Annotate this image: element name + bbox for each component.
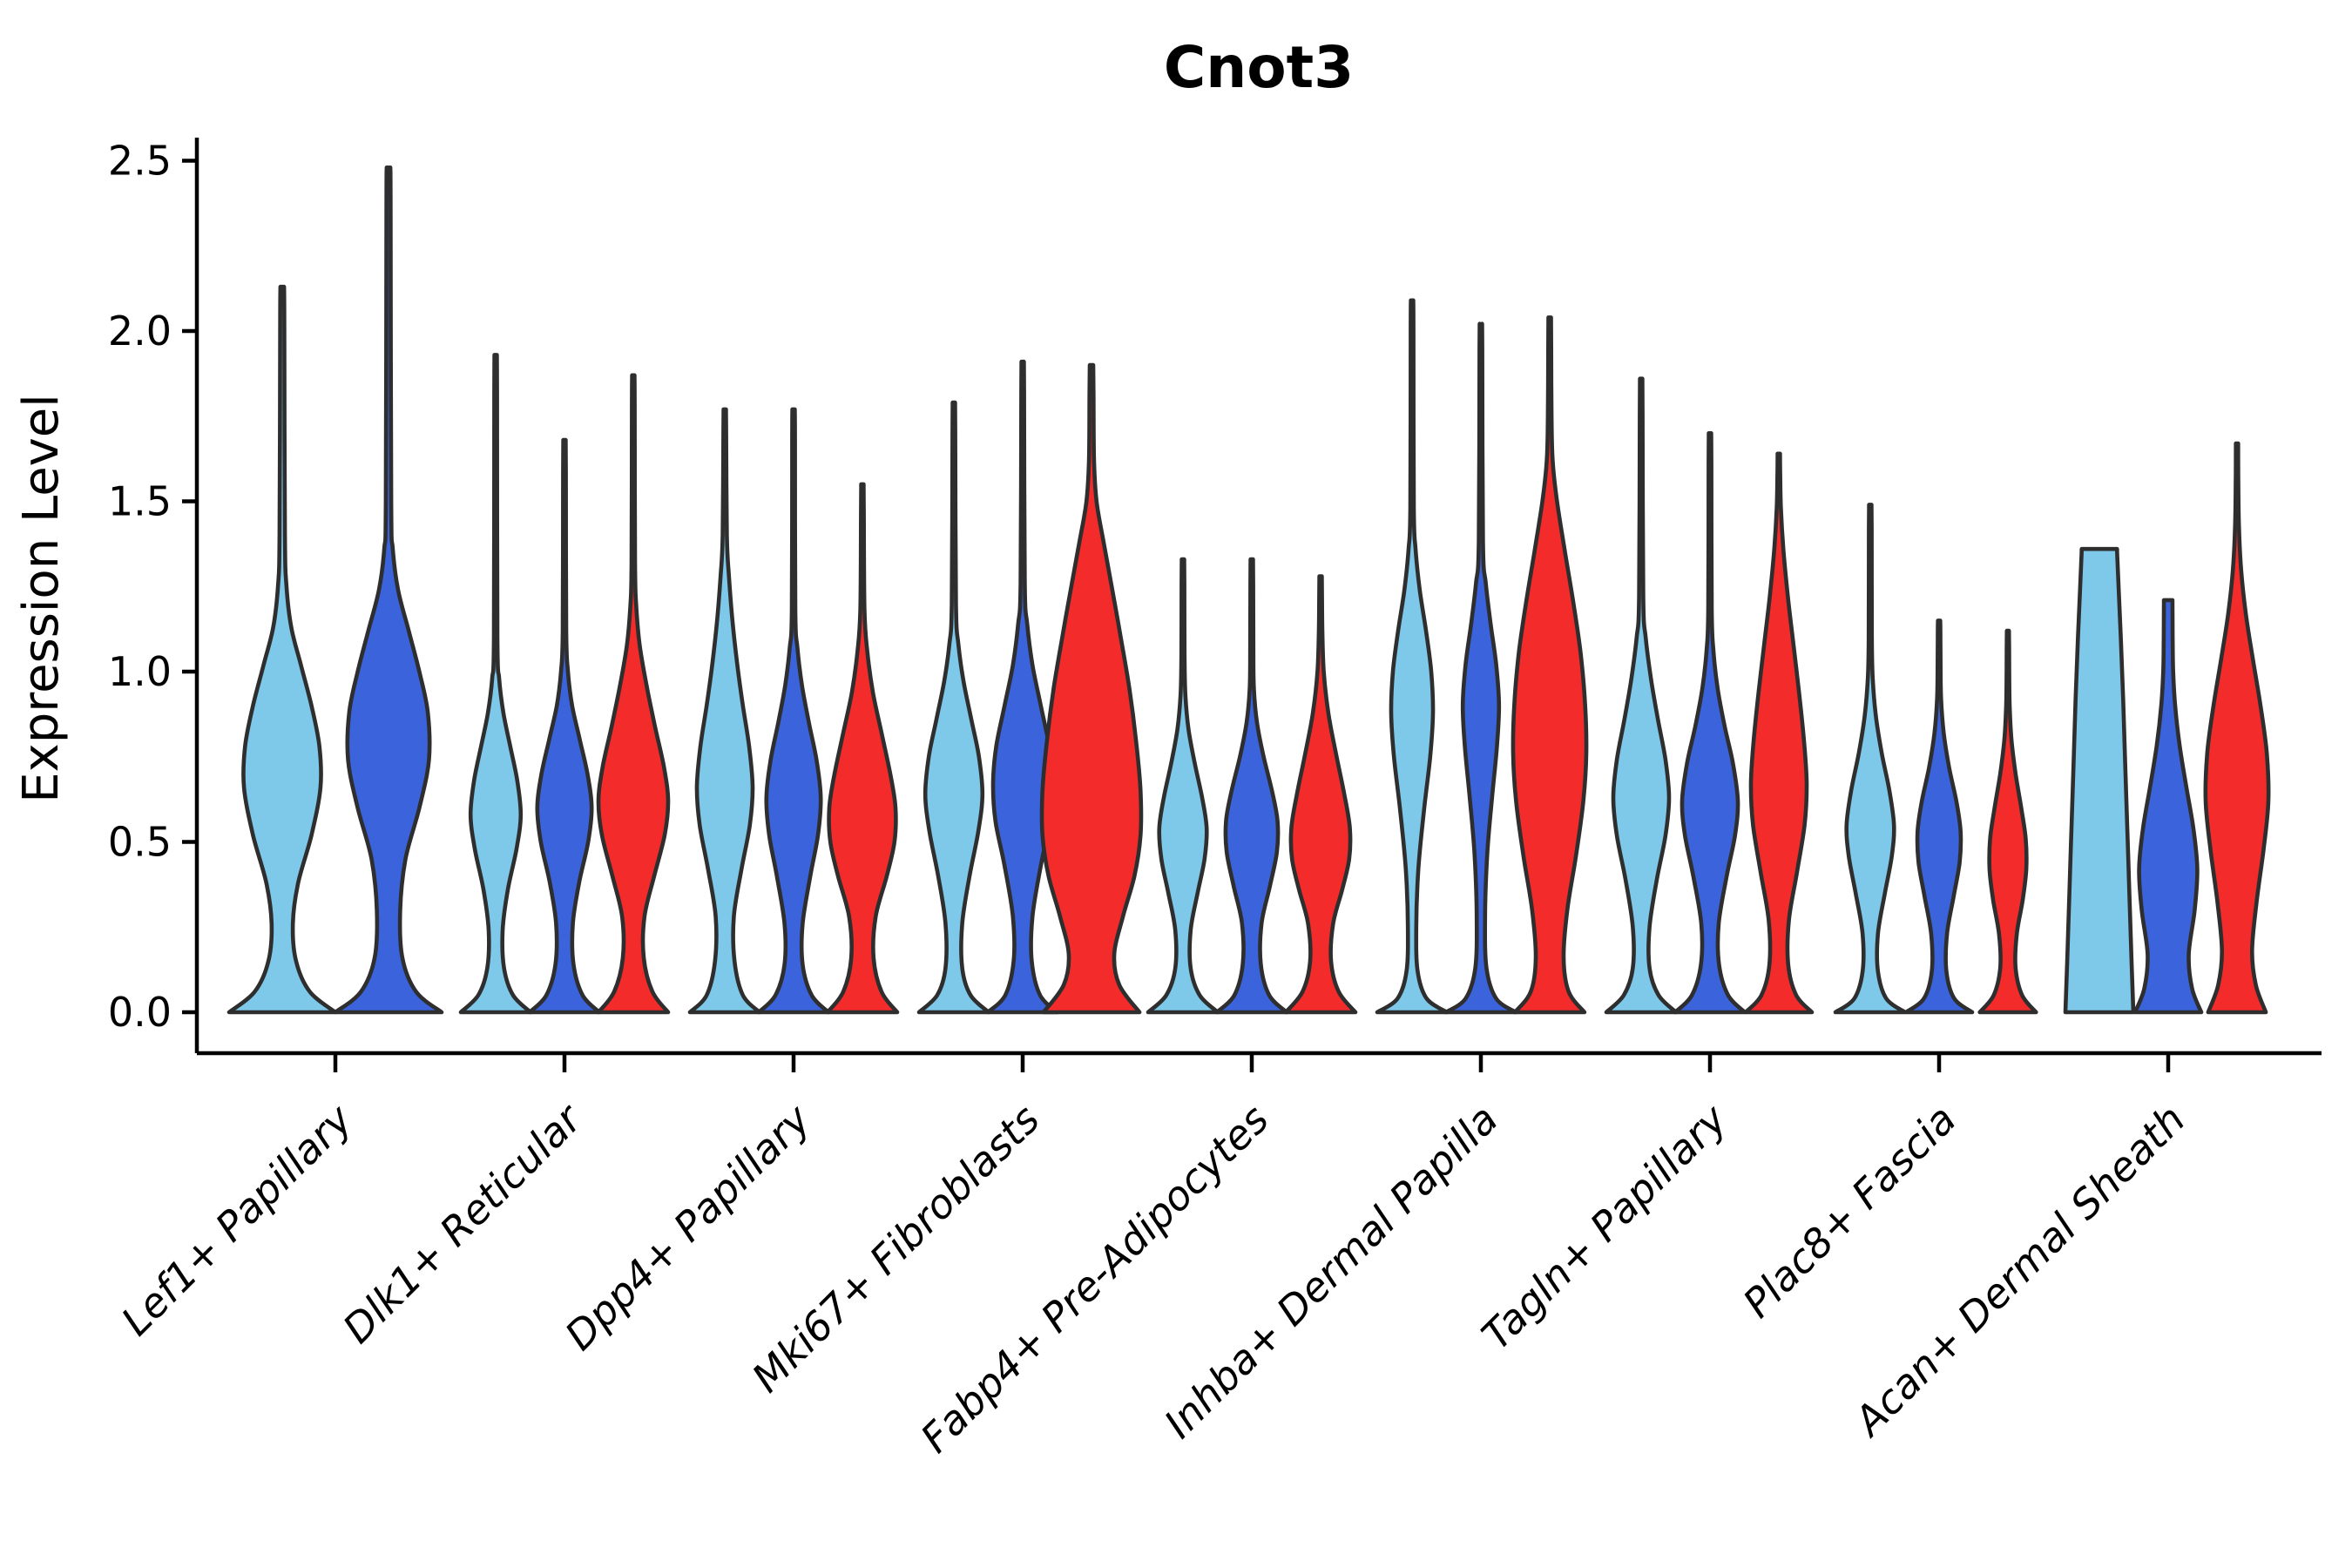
x-tick-label-3: Dpp4+ Papillary	[556, 1095, 820, 1359]
violin-4-lightblue	[916, 400, 991, 1015]
y-tick-label: 1.5	[108, 478, 172, 525]
violin-7-lightblue	[1604, 376, 1679, 1015]
violin-5-lightblue	[1146, 557, 1220, 1015]
violins-layer	[226, 166, 2271, 1015]
y-tick-label: 1.0	[108, 648, 172, 695]
violin-9-red	[2203, 441, 2271, 1015]
violin-6-lightblue	[1375, 298, 1450, 1015]
violin-7-blue	[1673, 431, 1747, 1015]
violin-6-red	[1511, 315, 1589, 1015]
violin-6-blue	[1443, 321, 1518, 1015]
x-tick-label-8: Plac8+ Fascia	[1734, 1096, 1964, 1327]
violin-2-lightblue	[458, 353, 533, 1015]
violin-5-blue	[1214, 557, 1289, 1015]
y-tick-label: 2.0	[108, 308, 172, 355]
x-tick-label-7: Tagln+ Papillary	[1472, 1095, 1736, 1359]
violin-3-lightblue	[687, 407, 762, 1015]
violin-3-red	[825, 482, 900, 1015]
violin-3-blue	[756, 407, 831, 1015]
violin-1-blue	[333, 166, 444, 1015]
violin-4-blue	[985, 359, 1060, 1015]
y-tick-label: 0.0	[108, 989, 172, 1036]
violin-9-lightblue	[2063, 546, 2136, 1015]
violin-4-red	[1039, 362, 1144, 1015]
violin-5-red	[1283, 574, 1358, 1015]
violin-8-red	[1977, 628, 2038, 1015]
violin-7-red	[1743, 451, 1815, 1015]
y-tick-label: 0.5	[108, 819, 172, 866]
violin-8-lightblue	[1833, 503, 1908, 1015]
violin-2-blue	[527, 437, 602, 1015]
x-tick-label-2: Dlk1+ Reticular	[334, 1093, 592, 1352]
x-tick-label-1: Lef1+ Papillary	[112, 1095, 362, 1344]
violin-1-lightblue	[226, 284, 338, 1015]
y-tick-label: 2.5	[108, 138, 172, 185]
y-axis-label: Expression Level	[13, 394, 70, 803]
violin-9-blue	[2132, 598, 2204, 1015]
violin-2-red	[596, 373, 671, 1015]
violin-8-blue	[1903, 618, 1975, 1015]
chart-title: Cnot3	[1164, 34, 1354, 101]
